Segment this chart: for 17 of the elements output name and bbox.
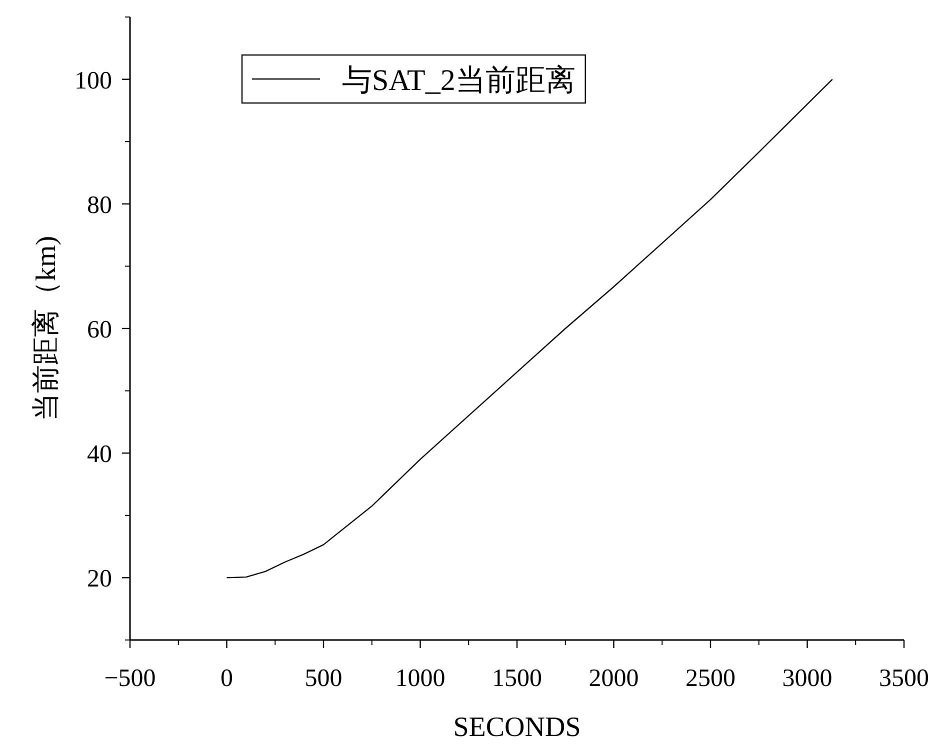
y-tick-label: 80 (87, 192, 112, 219)
x-tick-label: 1000 (395, 665, 446, 692)
x-tick-label: 0 (220, 665, 233, 692)
x-tick-label: 1500 (492, 665, 542, 692)
y-axis-title: 当前距离（km) (31, 236, 62, 422)
y-tick-label: 100 (74, 67, 112, 94)
x-tick-label: 500 (304, 665, 342, 692)
y-tick-label: 60 (87, 316, 112, 344)
x-tick-label: 3500 (879, 665, 929, 692)
legend-label: 与SAT_2当前距离 (342, 64, 576, 97)
y-tick-label: 40 (87, 441, 112, 468)
y-tick-label: 20 (87, 566, 112, 593)
x-tick-label: −500 (104, 665, 156, 692)
x-tick-label: 3000 (782, 665, 832, 692)
x-tick-label: 2500 (686, 665, 736, 692)
x-axis-title: SECONDS (453, 712, 581, 743)
x-tick-label: 2000 (588, 665, 639, 692)
